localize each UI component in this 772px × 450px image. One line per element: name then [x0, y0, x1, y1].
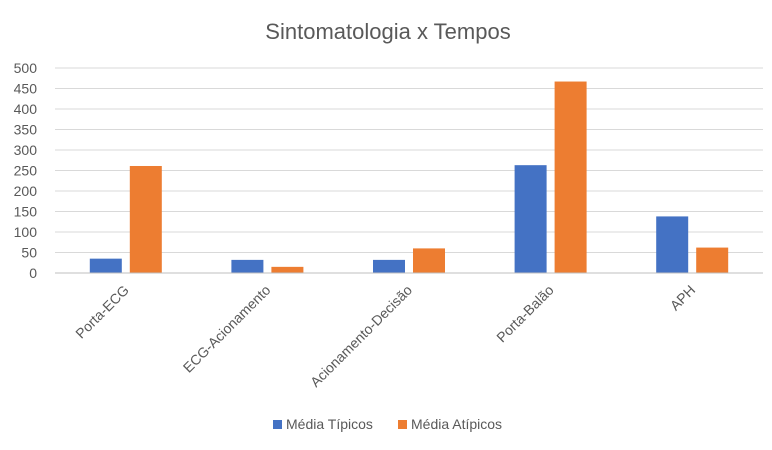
y-tick-label: 50 [21, 245, 37, 261]
x-tick-label: Acionamento-Decisão [307, 282, 415, 390]
y-tick-label: 200 [14, 183, 38, 199]
y-tick-label: 150 [14, 204, 38, 220]
y-axis-ticks: 0 50 100 150 200 250 300 350 400 450 500 [14, 60, 38, 281]
bar [554, 81, 587, 273]
y-tick-label: 100 [14, 224, 38, 240]
gridlines [55, 67, 763, 253]
legend: Média Típicos Média Atípicos [273, 416, 502, 432]
legend-swatch [273, 420, 282, 429]
bar [89, 258, 122, 273]
y-tick-label: 500 [14, 60, 38, 76]
bar [129, 165, 162, 273]
bar [271, 266, 304, 273]
y-tick-label: 250 [14, 163, 38, 179]
bar [696, 247, 729, 273]
y-tick-label: 350 [14, 122, 38, 138]
legend-swatch [398, 420, 407, 429]
x-tick-label: Porta-ECG [72, 282, 132, 342]
x-tick-label: Porta-Balão [493, 282, 557, 346]
y-tick-label: 300 [14, 142, 38, 158]
x-tick-label: APH [667, 282, 699, 314]
x-axis-ticks: Porta-ECG ECG-Acionamento Acionamento-Deci… [72, 282, 698, 390]
bar [514, 165, 547, 273]
bar [413, 248, 445, 273]
bars [89, 81, 729, 273]
chart-title: Sintomatologia x Tempos [265, 19, 510, 44]
legend-label: Média Típicos [286, 416, 373, 432]
bar [373, 259, 405, 273]
x-tick-label: ECG-Acionamento [180, 282, 274, 376]
y-tick-label: 400 [14, 101, 38, 117]
legend-label: Média Atípicos [411, 416, 502, 432]
bar [231, 259, 264, 273]
bar [656, 216, 689, 273]
y-tick-label: 0 [29, 265, 37, 281]
y-tick-label: 450 [14, 81, 38, 97]
